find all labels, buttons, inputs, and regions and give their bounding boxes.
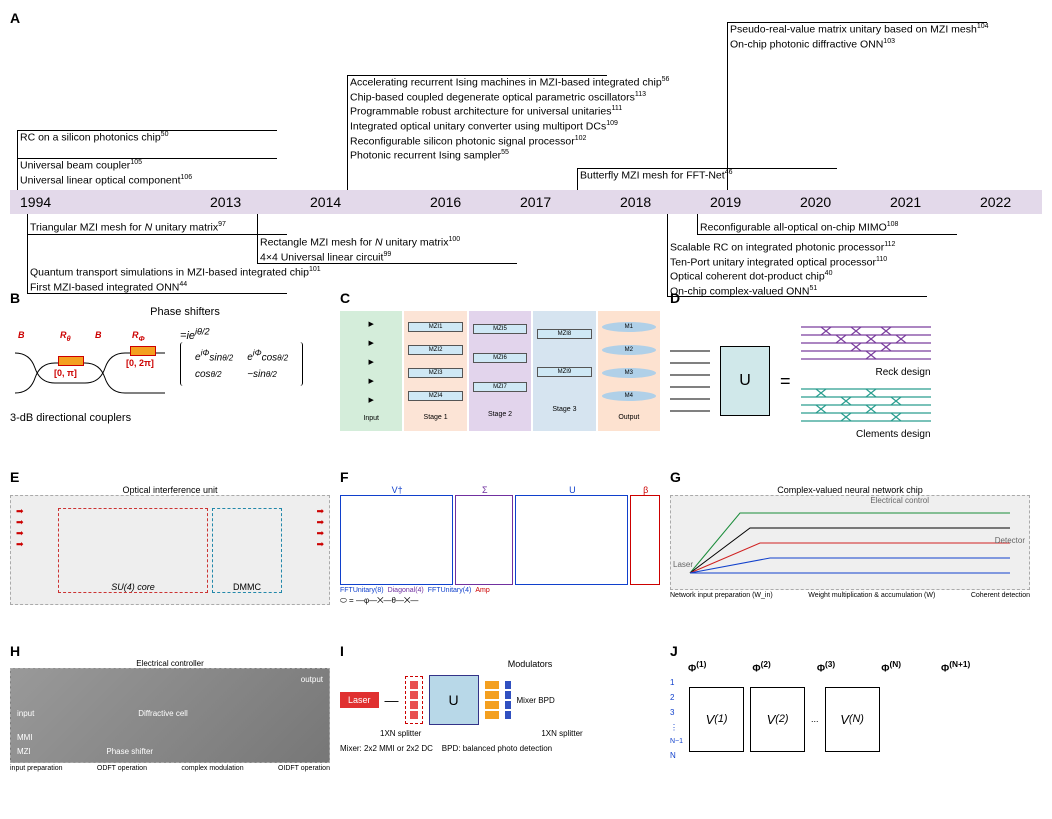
panel-label-a: A [10,10,20,26]
sigma-label: Σ [456,485,513,495]
panel-j: J Φ(1) Φ(2) Φ(3) Φ(N) Φ(N+1) 1 2 3 ⋮ N−1… [670,643,1030,809]
clements-mesh [801,384,931,429]
timeline-event: RC on a silicon photonics chip50 [20,130,168,145]
phi2: Φ(2) [752,659,770,674]
panel-b: B Phase shifters B Rθ B RΦ [0, π] [0, 2π… [10,290,330,461]
mod-label: Modulators [400,659,660,669]
u-label: U [515,485,629,495]
timeline-event: Universal beam coupler105Universal linea… [20,158,192,187]
panel-label-f: F [340,469,349,485]
panel-label-d: D [670,290,680,306]
bpd-bank [505,681,511,719]
vdag-label: V† [340,485,454,495]
rtheta-label: Rθ [60,330,71,343]
b-label-2: B [95,330,102,340]
stage-diagram: ▶▶▶▶▶Input MZI1MZI2MZI3MZI4Stage 1 MZI5M… [340,311,660,431]
v2-box: V(2) [750,687,805,752]
reck-mesh [801,322,931,367]
sigma-block [455,495,513,585]
clements-label: Clements design [801,429,931,440]
stage3-label: Stage 3 [537,406,591,413]
u-box-i: U [429,675,479,725]
rphi-label: RΦ [132,330,145,343]
phiN1: Φ(N+1) [941,659,970,674]
year-2013: 2013 [210,194,241,210]
range2: [0, 2π] [126,358,154,368]
laser-box: Laser [340,692,379,708]
year-2020: 2020 [800,194,831,210]
panel-d: D U = Reck design Cle [670,290,1030,461]
panel-c: C ▶▶▶▶▶Input MZI1MZI2MZI3MZI4Stage 1 MZI… [340,290,660,461]
range1: [0, π] [54,368,77,378]
amp-block [630,495,660,585]
panel-f: F V† Σ U β FFTUnitary(8) Diagonal(4) FFT… [340,469,660,635]
vn-box: V(N) [825,687,880,752]
panel-label-h: H [10,643,20,659]
year-2017: 2017 [520,194,551,210]
panel-label-e: E [10,469,19,485]
stage-output-label: Output [602,414,656,421]
mzi-schematic: B Rθ B RΦ [0, π] [0, 2π] [10,328,170,418]
timeline-event: Triangular MZI mesh for N unitary matrix… [30,220,226,235]
reck-label: Reck design [801,367,931,378]
panel-label-j: J [670,643,678,659]
panel-label-i: I [340,643,344,659]
year-2014: 2014 [310,194,341,210]
timeline-event: Rectangle MZI mesh for N unitary matrix1… [260,235,460,264]
su4-region: SU(4) core [58,508,208,593]
timeline-event: Reconfigurable all-optical on-chip MIMO1… [700,220,898,235]
year-2016: 2016 [430,194,461,210]
stage2-label: Stage 2 [473,411,527,418]
v1-box: V(1) [689,687,744,752]
panel-h: H Electrical controller input output Dif… [10,643,330,809]
cvnn-chip: Laser Detector Electrical control [670,495,1030,590]
timeline-event: Accelerating recurrent Ising machines in… [350,75,669,163]
timeline-event: Pseudo-real-value matrix unitary based o… [730,22,989,51]
phi1: Φ(1) [688,659,706,674]
panel-g: G Complex-valued neural network chip Las… [670,469,1030,635]
mixer-bank [485,681,499,719]
year-2021: 2021 [890,194,921,210]
modulator-bank [405,676,423,724]
panel-a-timeline: A 1994 2013 2014 2016 2017 2018 2019 2020 2021 20… [10,10,1042,280]
panel-e: E Optical interference unit ➡➡➡➡ SU(4) c… [10,469,330,635]
phiN: Φ(N) [881,659,901,674]
b-label-1: B [18,330,25,340]
stage-input-label: Input [344,415,398,422]
unitary-box: U [720,346,770,416]
timeline-event: Butterfly MZI mesh for FFT-Net46 [580,168,733,183]
phase-shifter-theta [58,356,84,366]
vdag-block [340,495,453,585]
mzi-matrix: =ieiθ/2eiΦsinθ/2eiΦcosθ/2cosθ/2−sinθ/2 [180,326,330,389]
wma-label: Weight multiplication & accumulation (W) [808,592,935,599]
phi3: Φ(3) [817,659,835,674]
ec-label: Electrical controller [10,659,330,668]
cvnn-title: Complex-valued neural network chip [670,485,1030,495]
panel-label-g: G [670,469,681,485]
stage1-label: Stage 1 [408,414,462,421]
oiu-label: Optical interference unit [10,485,330,495]
nip-label: Network input preparation (W_in) [670,592,773,599]
phase-shifters-label: Phase shifters [40,306,330,318]
u-block [515,495,628,585]
year-2022: 2022 [980,194,1011,210]
year-2019: 2019 [710,194,741,210]
diffractive-chip: input output Diffractive cell Phase shif… [10,668,330,763]
year-1994: 1994 [20,194,51,210]
panel-label-c: C [340,290,350,306]
panel-label-b: B [10,290,20,306]
oiu-schematic: ➡➡➡➡ SU(4) core DMMC ➡➡➡➡ [10,495,330,605]
dmmc-region: DMMC [212,508,282,593]
cd-label: Coherent detection [971,592,1030,599]
panel-i: I Modulators Laser — U Mixer BPD 1XN spl… [340,643,660,809]
dots: ... [811,714,819,724]
beta-label: β [631,485,660,495]
year-2018: 2018 [620,194,651,210]
phase-shifter-phi [130,346,156,356]
